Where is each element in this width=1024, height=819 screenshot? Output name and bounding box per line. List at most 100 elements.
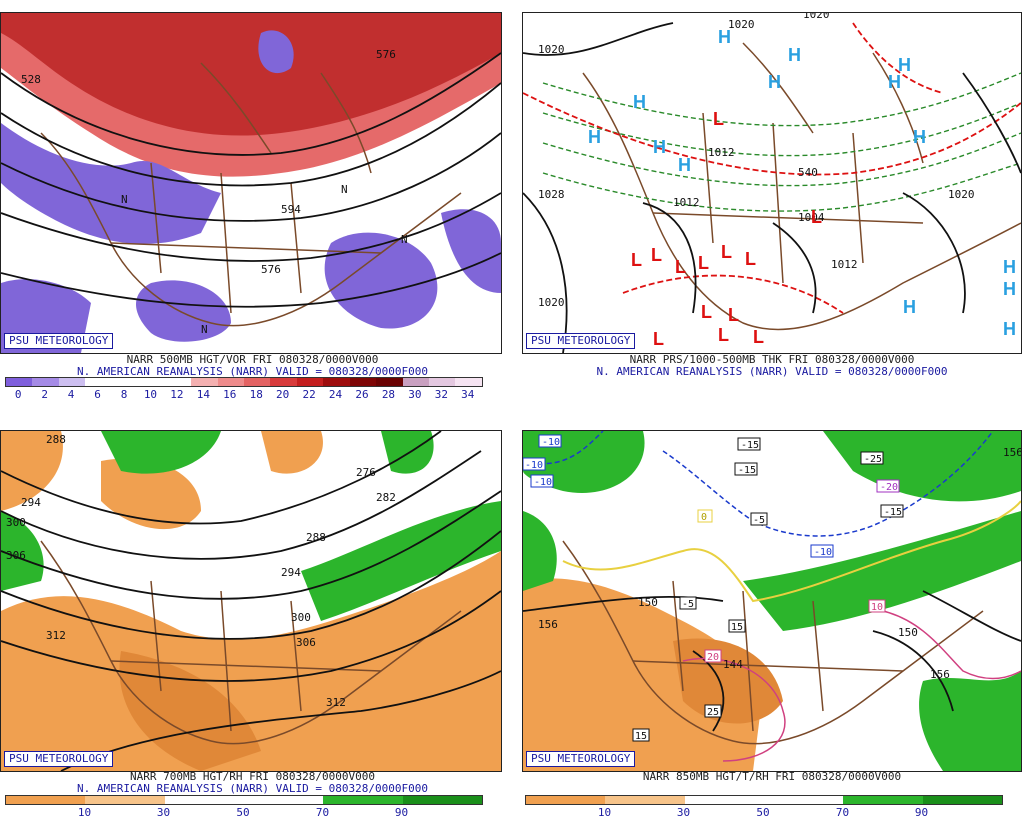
vorticity-negative-area-mexico <box>136 280 231 342</box>
rh-color-scale <box>5 795 483 805</box>
scale-label: 14 <box>196 388 210 401</box>
geographic-boundaries <box>562 540 984 745</box>
contour-label: 306 <box>6 549 26 562</box>
panel-850mb-temp-rh: 156 150 144 156 150 156 -10 -10 -10 -15 … <box>520 418 1024 819</box>
thickness-contours-cold <box>542 72 1021 212</box>
contour-labels: 288 294 300 306 276 282 288 294 300 306 … <box>6 433 396 709</box>
thickness-contours-warm <box>523 22 1021 314</box>
scale-swatch <box>6 378 33 386</box>
low-pressure-marker: L <box>631 250 642 270</box>
low-pressure-marker: L <box>811 207 822 227</box>
scale-swatch <box>429 378 456 386</box>
scale-swatch <box>349 378 377 386</box>
temp-label-box: -15 <box>734 462 758 476</box>
contour-label: N <box>341 183 348 196</box>
contour-label: 300 <box>291 611 311 624</box>
contour-label: 288 <box>306 531 326 544</box>
scale-swatch <box>85 378 112 386</box>
vorticity-negative-area-north <box>258 30 294 74</box>
scale-label: 16 <box>223 388 237 401</box>
contour-label: N <box>401 233 408 246</box>
isobar-label: 1028 <box>538 188 565 201</box>
contour-label: 312 <box>46 629 66 642</box>
map-700mb-graphic: 288 294 300 306 276 282 288 294 300 306 … <box>1 431 501 771</box>
scale-swatch <box>323 378 350 386</box>
isobar-label: 1020 <box>538 43 565 56</box>
scale-swatch <box>296 378 324 386</box>
map-700mb: 288 294 300 306 276 282 288 294 300 306 … <box>0 430 502 772</box>
scale-swatch <box>164 378 192 386</box>
contour-label: 150 <box>898 626 918 639</box>
isobar-label: 1020 <box>803 13 830 21</box>
temp-label-box: 15 <box>632 728 650 742</box>
rh-moist-area-west <box>523 511 557 591</box>
low-pressure-markers: L L L L L L L L L L L L L <box>631 109 822 349</box>
height-labels: 156 150 144 156 150 156 <box>538 446 1021 681</box>
vorticity-max-area <box>1 13 501 136</box>
scale-swatch <box>32 378 59 386</box>
high-pressure-marker: H <box>1003 319 1016 339</box>
temp-label: -5 <box>753 515 765 526</box>
isobar-label: 1012 <box>708 146 735 159</box>
scale-label: 30 <box>676 806 691 819</box>
temp-label: -25 <box>864 454 882 465</box>
low-pressure-marker: L <box>728 305 739 325</box>
chart-caption: NARR 500MB HGT/VOR FRI 080328/0000V000 <box>126 353 379 366</box>
scale-swatch <box>402 378 429 386</box>
rh-dry-area-northwest <box>1 431 63 511</box>
scale-label: 4 <box>67 388 75 401</box>
high-pressure-marker: H <box>788 45 801 65</box>
map-surface: 1020 1020 1020 1028 1020 1012 1012 1004 … <box>522 12 1022 354</box>
contour-label: 156 <box>930 668 950 681</box>
vorticity-scale-labels: 0 2 4 6 8 10 12 14 16 18 20 22 24 26 28 30 32 34 <box>5 388 481 401</box>
credit-label: PSU METEOROLOGY <box>526 333 636 349</box>
temp-label-box: -10 <box>538 434 562 448</box>
panel-700mb-rh: 288 294 300 306 276 282 288 294 300 306 … <box>0 418 505 819</box>
vorticity-negative-area-west <box>1 123 221 244</box>
rh-dry-area-south <box>1 551 501 771</box>
vorticity-negative-area-atlantic <box>441 209 501 293</box>
scale-label: 8 <box>120 388 128 401</box>
temp-label: 15 <box>635 731 647 742</box>
rh-moist-area-west <box>1 511 44 591</box>
high-pressure-marker: H <box>633 92 646 112</box>
contour-labels: 528 576 576 594 N N N N <box>21 48 408 336</box>
chart-valid-caption: N. AMERICAN REANALYSIS (NARR) VALID = 08… <box>77 782 428 795</box>
high-pressure-marker: H <box>898 55 911 75</box>
scale-label: 12 <box>170 388 184 401</box>
contour-label: 576 <box>261 263 281 276</box>
height-contours <box>1 431 501 771</box>
rh-dry-area-southwest <box>523 578 763 771</box>
scale-label: 6 <box>94 388 101 401</box>
map-surface-graphic: 1020 1020 1020 1028 1020 1012 1012 1004 … <box>523 13 1021 353</box>
rh-dry-area-north <box>261 431 323 474</box>
isobar-label: 1004 <box>798 211 825 224</box>
temp-label-box: -10 <box>810 544 834 558</box>
high-pressure-marker: H <box>1003 279 1016 299</box>
contour-label: 156 <box>1003 446 1021 459</box>
high-pressure-marker: H <box>888 72 901 92</box>
low-pressure-marker: L <box>698 253 709 273</box>
scale-label: 30 <box>156 806 171 819</box>
map-850mb: 156 150 144 156 150 156 -10 -10 -10 -15 … <box>522 430 1022 772</box>
low-pressure-marker: L <box>721 242 732 262</box>
temp-contour-zero <box>562 500 1021 603</box>
scale-label: 32 <box>434 388 448 401</box>
geographic-boundaries <box>582 42 1021 331</box>
temp-label-box: -15 <box>880 504 904 518</box>
geographic-boundaries <box>40 62 462 327</box>
isobar-label: 1020 <box>948 188 975 201</box>
low-pressure-marker: L <box>713 109 724 129</box>
low-pressure-marker: L <box>753 327 764 347</box>
low-pressure-marker: L <box>675 257 686 277</box>
contour-label: 276 <box>356 466 376 479</box>
temp-label: 20 <box>707 652 719 663</box>
temp-label-box: -10 <box>530 474 554 488</box>
contour-label: 300 <box>6 516 26 529</box>
isobar-label: 1012 <box>673 196 700 209</box>
scale-label: 50 <box>756 806 770 819</box>
scale-label: 70 <box>315 806 330 819</box>
high-pressure-marker: H <box>718 27 731 47</box>
rh-very-dry-area <box>119 651 261 771</box>
scale-label: 18 <box>249 388 263 401</box>
